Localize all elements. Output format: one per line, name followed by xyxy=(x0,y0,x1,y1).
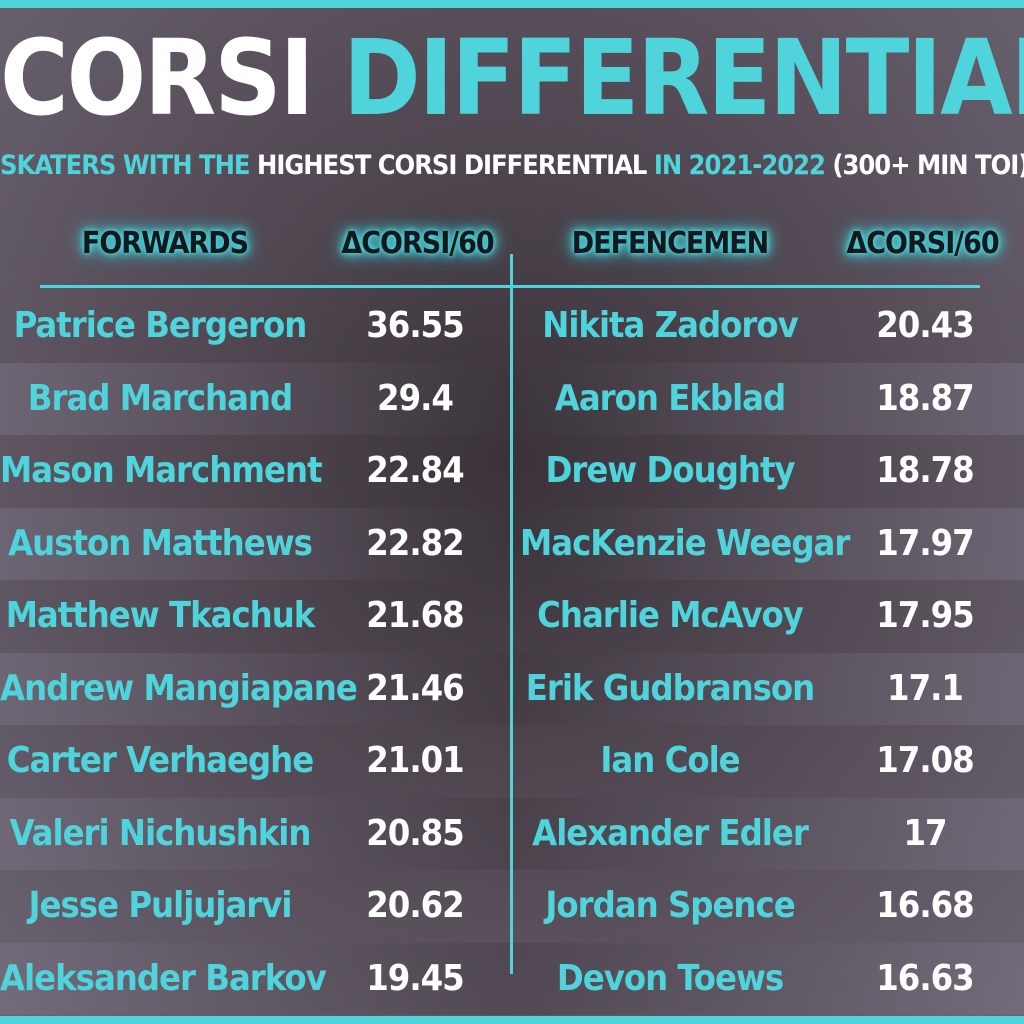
forward-name: Andrew Mangiapane xyxy=(0,667,358,709)
forward-name: Brad Marchand xyxy=(27,377,293,419)
table-row: Patrice Bergeron 36.55 Nikita Zadorov 20.43 xyxy=(0,290,1024,363)
defenceman-value: 17.08 xyxy=(876,740,974,781)
bottom-border xyxy=(0,1016,1024,1024)
defenceman-name: Nikita Zadorov xyxy=(542,305,799,346)
forward-value: 21.46 xyxy=(366,667,464,709)
forward-value: 19.45 xyxy=(366,957,464,999)
defenceman-value: 17.95 xyxy=(876,595,974,636)
title-part-corsi: CORSI xyxy=(0,17,314,139)
defenceman-name: Ian Cole xyxy=(600,740,740,781)
defenceman-name: Charlie McAvoy xyxy=(537,595,804,636)
defenceman-name: Drew Doughty xyxy=(545,450,795,491)
subtitle-part-3: IN 2021-2022 xyxy=(653,150,826,181)
forward-name: Jesse Puljujarvi xyxy=(28,885,293,926)
defenceman-name: Devon Toews xyxy=(556,957,784,999)
forward-value: 20.62 xyxy=(366,885,464,926)
forward-value: 36.55 xyxy=(366,305,464,346)
header-forwards-metric: ΔCORSI/60 xyxy=(341,226,494,261)
forward-name: Aleksander Barkov xyxy=(0,957,327,999)
forward-value: 20.85 xyxy=(366,812,464,854)
table-row: Mason Marchment 22.84 Drew Doughty 18.78 xyxy=(0,435,1024,508)
defenceman-value: 17 xyxy=(903,812,947,854)
page-subtitle: SKATERS WITH THE HIGHEST CORSI DIFFERENT… xyxy=(0,146,1024,186)
forward-value: 21.68 xyxy=(366,595,464,636)
defenceman-name: MacKenzie Weegar xyxy=(520,522,850,564)
forward-value: 21.01 xyxy=(366,740,464,781)
top-border xyxy=(0,0,1024,8)
defenceman-name: Erik Gudbranson xyxy=(525,667,816,709)
defenceman-name: Aaron Ekblad xyxy=(554,377,786,419)
forward-name: Auston Matthews xyxy=(8,522,313,564)
subtitle-part-4: (300+ MIN TOI) xyxy=(832,150,1024,181)
forward-value: 29.4 xyxy=(377,377,454,419)
subtitle-part-1: SKATERS WITH THE xyxy=(0,150,251,181)
defenceman-value: 17.97 xyxy=(876,522,974,564)
forward-name: Matthew Tkachuk xyxy=(5,595,316,636)
header-defencemen: DEFENCEMEN xyxy=(571,226,769,261)
subtitle-part-2: HIGHEST CORSI DIFFERENTIAL xyxy=(256,150,647,181)
defenceman-value: 18.78 xyxy=(876,450,974,491)
defenceman-name: Alexander Edler xyxy=(532,812,809,854)
forward-name: Valeri Nichushkin xyxy=(9,812,312,854)
defenceman-value: 18.87 xyxy=(876,377,974,419)
defenceman-value: 17.1 xyxy=(887,667,964,709)
forward-name: Patrice Bergeron xyxy=(13,305,308,346)
forward-value: 22.82 xyxy=(366,522,464,564)
header-defencemen-metric: ΔCORSI/60 xyxy=(846,226,999,261)
forward-name: Carter Verhaeghe xyxy=(6,740,314,781)
defenceman-value: 16.68 xyxy=(876,885,974,926)
table-row: Carter Verhaeghe 21.01 Ian Cole 17.08 xyxy=(0,725,1024,798)
title-part-differential: DIFFERENTIAL xyxy=(342,17,1024,139)
forward-value: 22.84 xyxy=(366,450,464,491)
column-divider xyxy=(510,254,513,974)
header-forwards: FORWARDS xyxy=(81,226,249,261)
forward-name: Mason Marchment xyxy=(0,450,323,491)
page-title: CORSI DIFFERENTIAL xyxy=(0,18,1024,138)
table-row: Matthew Tkachuk 21.68 Charlie McAvoy 17.95 xyxy=(0,580,1024,653)
defenceman-value: 20.43 xyxy=(876,305,974,346)
defenceman-name: Jordan Spence xyxy=(545,885,795,926)
defenceman-value: 16.63 xyxy=(876,957,974,999)
table-row: Jesse Puljujarvi 20.62 Jordan Spence 16.68 xyxy=(0,870,1024,943)
